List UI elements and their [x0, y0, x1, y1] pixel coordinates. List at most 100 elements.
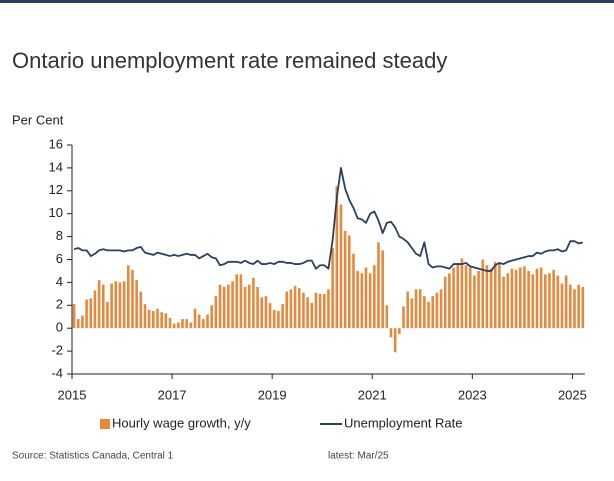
bar: [243, 286, 247, 329]
bar: [327, 289, 330, 329]
bar: [348, 235, 351, 329]
bar: [368, 273, 372, 329]
bar: [398, 328, 401, 334]
x-tick-label: 2025: [558, 387, 587, 402]
bar: [260, 297, 264, 329]
bar: [477, 270, 480, 329]
bar: [560, 283, 564, 329]
bar: [306, 297, 309, 329]
bar: [227, 284, 230, 329]
bar: [214, 296, 218, 329]
bar: [310, 303, 314, 329]
bar: [210, 305, 213, 329]
bar: [110, 283, 113, 329]
bar: [197, 314, 201, 329]
bar: [352, 253, 355, 329]
bar: [285, 291, 289, 329]
bar: [456, 262, 460, 329]
y-tick-label: 6: [56, 251, 63, 266]
bar: [381, 250, 384, 329]
bar: [406, 291, 409, 329]
y-tick-label: -4: [51, 365, 63, 380]
bar: [514, 269, 518, 329]
y-tick-label: -2: [51, 343, 63, 358]
bar: [431, 296, 435, 329]
y-axis-label: Per Cent: [12, 112, 64, 127]
x-tick-label: 2021: [358, 387, 387, 402]
bar: [172, 323, 176, 329]
bar: [139, 291, 143, 329]
bar: [189, 322, 193, 329]
bar: [364, 267, 368, 329]
bar: [156, 308, 159, 329]
bar: [202, 319, 205, 329]
bar: [231, 281, 234, 329]
bar: [160, 312, 163, 329]
bar: [177, 322, 180, 329]
bar: [252, 277, 255, 329]
bar: [485, 265, 489, 329]
bar: [548, 273, 551, 329]
bar: [256, 286, 259, 329]
bar: [239, 274, 243, 329]
bar: [402, 306, 405, 329]
bar: [289, 289, 293, 329]
bar: [535, 268, 539, 329]
y-tick-label: 10: [49, 205, 63, 220]
bar: [331, 248, 334, 329]
bar: [493, 261, 497, 329]
bar: [523, 266, 526, 329]
bar: [468, 267, 472, 329]
bar: [385, 305, 389, 329]
bar: [122, 281, 126, 329]
bar: [297, 288, 301, 329]
bar: [314, 292, 318, 329]
line: [73, 167, 584, 272]
bar: [335, 186, 339, 329]
y-tick-label: 14: [49, 159, 63, 174]
bar: [152, 311, 155, 329]
x-tick-label: 2019: [258, 387, 287, 402]
legend-label: Hourly wage growth, y/y: [112, 415, 251, 430]
bar: [552, 269, 555, 329]
bar: [573, 289, 576, 329]
bar: [218, 284, 222, 329]
bar: [377, 242, 380, 329]
latest-note: latest: Mar/25: [328, 451, 389, 462]
bar: [414, 289, 418, 329]
bar: [264, 296, 268, 329]
bar: [427, 301, 430, 329]
bar: [435, 292, 439, 329]
bar: [356, 270, 359, 329]
y-tick-label: 4: [56, 274, 63, 289]
bar: [439, 289, 443, 329]
bar: [452, 267, 455, 329]
bar: [247, 284, 251, 329]
bar: [343, 230, 347, 329]
bar: [93, 290, 97, 329]
bar: [339, 204, 343, 329]
bar: [106, 301, 109, 329]
bar: [131, 269, 134, 329]
bar: [143, 304, 147, 329]
bar: [581, 286, 585, 329]
bar: [360, 273, 364, 329]
bar: [518, 267, 522, 329]
bar: [539, 267, 543, 329]
bar: [527, 270, 530, 329]
bar: [498, 264, 501, 329]
legend-label: Unemployment Rate: [344, 415, 463, 430]
bar: [281, 304, 284, 329]
bar: [164, 313, 168, 329]
bar: [423, 296, 426, 329]
bar: [489, 268, 493, 329]
y-tick-label: 16: [49, 136, 63, 151]
bar: [510, 268, 514, 329]
x-tick-label: 2015: [58, 387, 87, 402]
bar: [302, 292, 305, 329]
bar: [443, 276, 447, 329]
bar: [506, 273, 510, 329]
bar: [277, 311, 280, 329]
bar: [118, 282, 122, 329]
